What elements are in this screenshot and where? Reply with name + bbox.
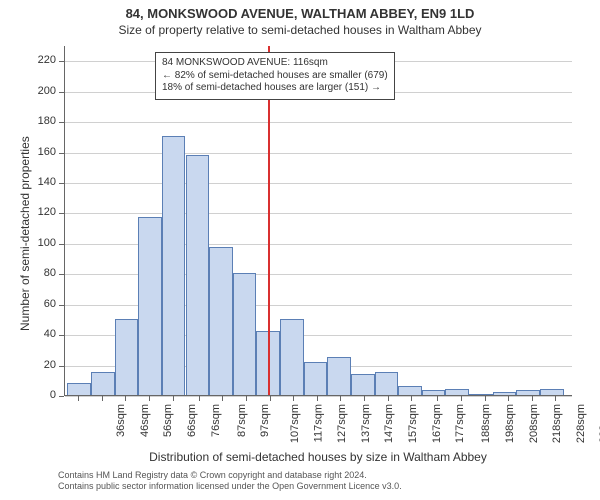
histogram-bar bbox=[327, 357, 351, 395]
histogram-bar bbox=[493, 392, 517, 395]
x-tick-mark bbox=[246, 396, 247, 401]
x-tick-mark bbox=[555, 396, 556, 401]
histogram-bar bbox=[422, 390, 446, 395]
plot-area: 84 MONKSWOOD AVENUE: 116sqm ← 82% of sem… bbox=[64, 46, 572, 396]
y-tick-mark bbox=[59, 305, 64, 306]
x-tick-label: 117sqm bbox=[312, 404, 324, 442]
x-tick-label: 56sqm bbox=[162, 404, 174, 437]
histogram-bar bbox=[375, 372, 399, 395]
y-tick-mark bbox=[59, 183, 64, 184]
x-tick-label: 97sqm bbox=[259, 404, 271, 437]
histogram-bar bbox=[445, 389, 469, 395]
x-tick-mark bbox=[102, 396, 103, 401]
x-tick-label: 87sqm bbox=[236, 404, 248, 437]
x-tick-label: 167sqm bbox=[431, 404, 443, 443]
x-tick-mark bbox=[199, 396, 200, 401]
x-tick-label: 66sqm bbox=[186, 404, 198, 437]
y-tick-label: 160 bbox=[30, 146, 56, 158]
footer-line: Contains public sector information licen… bbox=[58, 481, 402, 492]
y-tick-label: 120 bbox=[30, 206, 56, 218]
y-tick-mark bbox=[59, 153, 64, 154]
x-tick-mark bbox=[508, 396, 509, 401]
x-tick-mark bbox=[340, 396, 341, 401]
histogram-bar bbox=[233, 273, 257, 395]
x-tick-mark bbox=[485, 396, 486, 401]
x-tick-mark bbox=[270, 396, 271, 401]
y-tick-mark bbox=[59, 244, 64, 245]
x-tick-label: 157sqm bbox=[407, 404, 419, 443]
x-tick-mark bbox=[411, 396, 412, 401]
x-tick-mark bbox=[437, 396, 438, 401]
y-tick-mark bbox=[59, 92, 64, 93]
x-tick-mark bbox=[388, 396, 389, 401]
info-box-line: 84 MONKSWOOD AVENUE: 116sqm bbox=[162, 57, 388, 70]
x-tick-label: 208sqm bbox=[528, 404, 540, 443]
y-tick-label: 40 bbox=[30, 328, 56, 340]
chart-container: 84, MONKSWOOD AVENUE, WALTHAM ABBEY, EN9… bbox=[0, 0, 600, 500]
y-tick-label: 80 bbox=[30, 267, 56, 279]
histogram-bar bbox=[280, 319, 304, 395]
y-tick-mark bbox=[59, 335, 64, 336]
x-tick-label: 137sqm bbox=[360, 404, 372, 443]
page-subtitle: Size of property relative to semi-detach… bbox=[0, 21, 600, 37]
y-tick-mark bbox=[59, 274, 64, 275]
y-tick-mark bbox=[59, 366, 64, 367]
x-tick-mark bbox=[173, 396, 174, 401]
x-tick-mark bbox=[364, 396, 365, 401]
histogram-bar bbox=[398, 386, 422, 395]
info-box-line: 18% of semi-detached houses are larger (… bbox=[162, 82, 388, 95]
histogram-bar bbox=[138, 217, 162, 395]
x-tick-mark bbox=[222, 396, 223, 401]
info-box: 84 MONKSWOOD AVENUE: 116sqm ← 82% of sem… bbox=[155, 52, 395, 100]
histogram-bar bbox=[162, 136, 186, 395]
histogram-bar bbox=[540, 389, 564, 395]
x-tick-label: 218sqm bbox=[551, 404, 563, 443]
footer-line: Contains HM Land Registry data © Crown c… bbox=[58, 470, 402, 481]
footer-text: Contains HM Land Registry data © Crown c… bbox=[58, 470, 402, 492]
y-tick-mark bbox=[59, 213, 64, 214]
histogram-bar bbox=[304, 362, 328, 395]
y-tick-label: 20 bbox=[30, 359, 56, 371]
y-tick-mark bbox=[59, 396, 64, 397]
y-tick-label: 220 bbox=[30, 54, 56, 66]
y-tick-label: 200 bbox=[30, 85, 56, 97]
histogram-bar bbox=[209, 247, 233, 395]
y-tick-mark bbox=[59, 61, 64, 62]
x-axis-label: Distribution of semi-detached houses by … bbox=[64, 450, 572, 464]
histogram-bar bbox=[351, 374, 375, 395]
x-tick-label: 147sqm bbox=[384, 404, 396, 443]
x-tick-mark bbox=[461, 396, 462, 401]
x-tick-mark bbox=[532, 396, 533, 401]
x-tick-label: 177sqm bbox=[454, 404, 466, 443]
info-box-line: ← 82% of semi-detached houses are smalle… bbox=[162, 70, 388, 83]
x-tick-label: 127sqm bbox=[336, 404, 348, 443]
histogram-bar bbox=[67, 383, 91, 395]
x-tick-label: 36sqm bbox=[115, 404, 127, 437]
x-tick-label: 107sqm bbox=[289, 404, 301, 443]
x-tick-label: 46sqm bbox=[139, 404, 151, 437]
histogram-bar bbox=[91, 372, 115, 395]
histogram-bar bbox=[186, 155, 210, 395]
y-tick-label: 100 bbox=[30, 237, 56, 249]
y-tick-label: 140 bbox=[30, 176, 56, 188]
y-tick-label: 0 bbox=[30, 389, 56, 401]
x-tick-mark bbox=[149, 396, 150, 401]
x-tick-mark bbox=[125, 396, 126, 401]
gridline bbox=[65, 396, 572, 397]
x-tick-label: 198sqm bbox=[504, 404, 516, 443]
histogram-bar bbox=[516, 390, 540, 395]
x-tick-label: 76sqm bbox=[210, 404, 222, 437]
x-tick-label: 188sqm bbox=[480, 404, 492, 443]
page-title: 84, MONKSWOOD AVENUE, WALTHAM ABBEY, EN9… bbox=[0, 0, 600, 21]
y-tick-label: 60 bbox=[30, 298, 56, 310]
x-tick-mark bbox=[293, 396, 294, 401]
histogram-bar bbox=[469, 394, 493, 395]
y-tick-label: 180 bbox=[30, 115, 56, 127]
histogram-bar bbox=[115, 319, 139, 395]
x-tick-mark bbox=[317, 396, 318, 401]
x-tick-mark bbox=[78, 396, 79, 401]
y-tick-mark bbox=[59, 122, 64, 123]
x-tick-label: 228sqm bbox=[575, 404, 587, 443]
